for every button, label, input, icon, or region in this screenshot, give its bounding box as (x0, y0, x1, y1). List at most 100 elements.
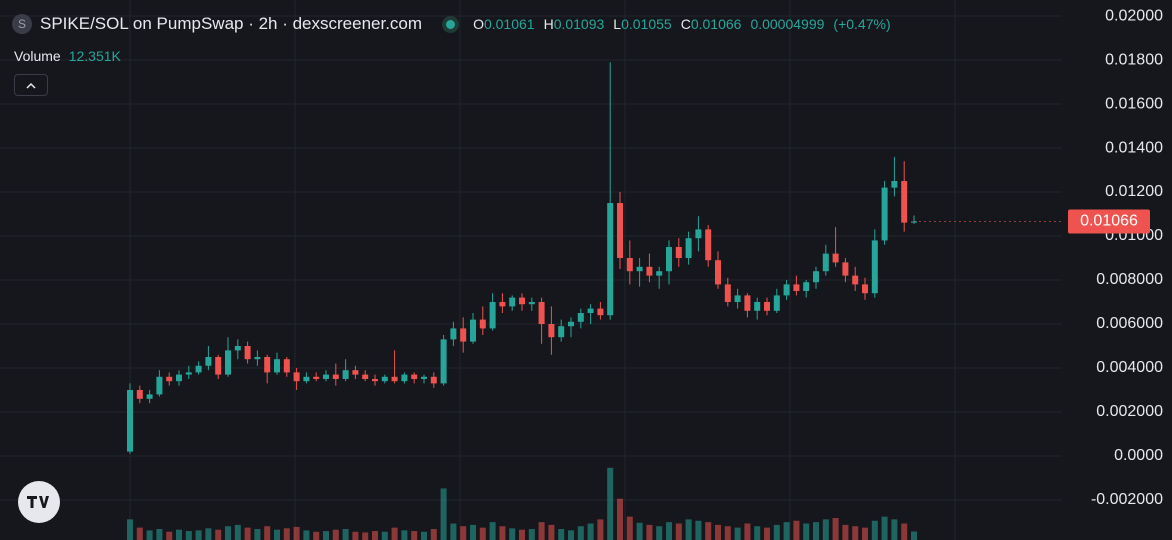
volume-bar (852, 526, 859, 540)
volume-bar (734, 527, 741, 540)
candle-body (773, 295, 780, 311)
candle-body (705, 229, 712, 261)
volume-bar (303, 530, 310, 540)
volume-bar (842, 524, 849, 540)
volume-bar (479, 527, 486, 540)
candle-body (509, 297, 516, 307)
candle-body (136, 389, 143, 399)
volume-bar (754, 526, 761, 540)
candle-body (558, 326, 565, 338)
volume-bar (274, 529, 280, 540)
token-icon: S (12, 14, 32, 34)
candle-body (764, 302, 770, 311)
candle-body (195, 365, 202, 373)
volume-bar (470, 524, 476, 540)
candle-body (793, 284, 800, 292)
ohlc-key: H (543, 16, 554, 32)
candle-body (430, 376, 437, 384)
volume-bar (254, 529, 261, 540)
candle-body (185, 372, 192, 375)
ohlc-key: O (473, 16, 484, 32)
y-tick-label: 0.002000 (1096, 403, 1163, 420)
y-tick-label: -0.002000 (1091, 491, 1163, 508)
last-price-label: 0.01066 (1080, 213, 1138, 230)
y-tick-label: 0.0000 (1114, 447, 1163, 464)
volume-bar (822, 519, 829, 540)
candle-body (313, 376, 320, 379)
ohlc-value: 0.01066 (690, 16, 742, 32)
volume-bar (911, 531, 917, 540)
volume-bar (587, 523, 594, 540)
candle-body (607, 203, 614, 316)
volume-bar (636, 522, 643, 540)
volume-bar (695, 520, 702, 540)
candle-body (156, 376, 163, 395)
volume-bar (293, 526, 300, 540)
candle-body (401, 374, 408, 382)
volume-bar (372, 531, 378, 540)
volume-bar (225, 526, 231, 540)
volume-bar (166, 531, 173, 540)
volume-bar (215, 529, 222, 540)
volume-bar (499, 526, 506, 540)
volume-bar (783, 522, 790, 540)
collapse-button[interactable] (14, 74, 48, 96)
candle-body (656, 271, 663, 276)
candle-body (754, 302, 761, 311)
volume-bar (685, 519, 692, 540)
candle-body (675, 247, 682, 259)
candle-body (666, 247, 672, 272)
candle-body (470, 319, 476, 342)
volume-bar (352, 531, 359, 540)
volume-bar (450, 523, 457, 540)
volume-bar (205, 528, 212, 540)
candle-body (871, 240, 878, 294)
volume-bar (440, 488, 447, 540)
volume-bar (656, 526, 663, 540)
candle-body (734, 295, 741, 303)
volume-bar (793, 520, 800, 540)
volume-bar (646, 524, 653, 540)
volume-bar (195, 530, 202, 540)
y-tick-label: 0.006000 (1096, 315, 1163, 332)
volume-bar (127, 519, 133, 540)
candle-body (303, 376, 310, 382)
candle-body (842, 262, 849, 276)
candle-body (176, 374, 182, 382)
volume-bar (666, 522, 672, 540)
candle-body (626, 258, 633, 272)
candle-body (352, 370, 359, 375)
volume-bar (744, 523, 751, 540)
candle-body (744, 295, 751, 311)
candle-body (479, 319, 486, 329)
ohlc-value: 0.01093 (553, 16, 605, 32)
candle-body (391, 376, 398, 382)
candle-body (205, 356, 212, 366)
candle-body (587, 308, 594, 314)
volume-bar (381, 531, 388, 540)
change-value: 0.00004999 (750, 16, 825, 32)
candle-body (460, 328, 467, 342)
candle-body (724, 284, 731, 303)
volume-bar (332, 529, 339, 540)
tv-logo[interactable] (18, 481, 60, 523)
candle-body (783, 284, 790, 296)
candle-body (274, 359, 280, 373)
volume-bar (401, 530, 408, 540)
volume-bar (538, 522, 545, 540)
volume-bar (342, 529, 349, 540)
volume-bar (519, 529, 525, 540)
volume-bar (264, 526, 271, 540)
candle-body (342, 370, 349, 379)
candle-body (646, 266, 653, 276)
candle-body (891, 181, 898, 188)
y-tick-label: 0.02000 (1105, 7, 1163, 24)
candle-body (411, 374, 418, 379)
y-tick-label: 0.01400 (1105, 139, 1163, 156)
volume-bar (891, 519, 898, 540)
y-tick-label: 0.004000 (1096, 359, 1163, 376)
candle-body (489, 302, 496, 329)
volume-value: 12.351K (68, 48, 121, 64)
candle-body (617, 203, 623, 259)
volume-bar (568, 530, 574, 540)
